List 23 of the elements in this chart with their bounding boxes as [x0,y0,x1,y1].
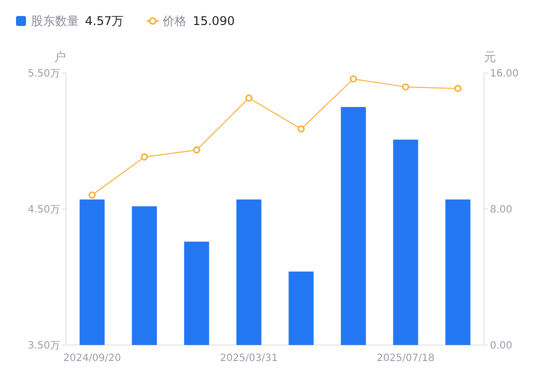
point [454,84,462,92]
x-tick-label: 2025/07/18 [376,353,434,364]
y-tick-label: 3.50万 [28,340,60,352]
y-tick-label: 4.50万 [28,204,60,216]
point [88,191,96,199]
legend-label: 股东数量 [31,14,79,28]
y2-axis-title: 元 [484,50,496,64]
text: 4.57万 [85,14,124,28]
x-tick-label: 2024/09/20 [63,353,121,364]
point [298,125,305,133]
y-tick-label: 5.50万 [28,68,60,80]
legend-label: 价格 [162,14,187,28]
y2-tick-label: 0.00 [490,340,512,352]
point [350,75,357,83]
y2-tick-label: 16.00 [490,68,519,80]
x-tick-label: 2025/03/31 [220,353,278,364]
text: 15.090 [192,14,235,28]
point [402,83,410,91]
point [140,153,148,161]
point [245,94,252,102]
point [193,146,200,154]
y-axis-title: 户 [54,50,66,64]
y2-tick-label: 8.00 [490,204,512,216]
